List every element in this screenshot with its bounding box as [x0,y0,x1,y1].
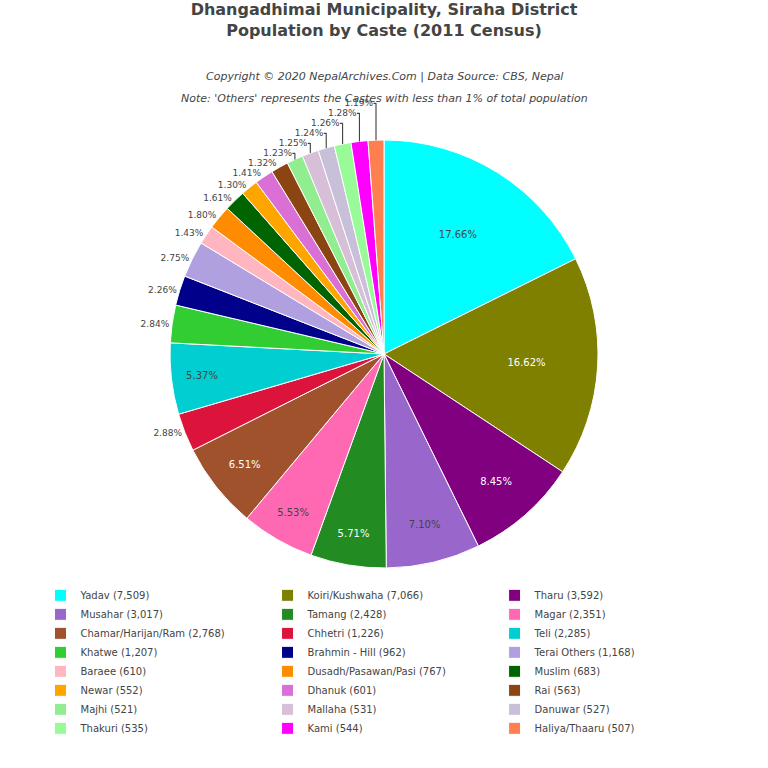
svg-text:Thakuri (535): Thakuri (535) [80,723,148,734]
svg-text:5.37%: 5.37% [186,370,218,381]
svg-text:8.45%: 8.45% [480,476,512,487]
svg-text:1.30%: 1.30% [218,180,247,190]
svg-text:Newar (552): Newar (552) [81,685,143,696]
svg-text:Magar (2,351): Magar (2,351) [535,609,606,620]
svg-text:Yadav (7,509): Yadav (7,509) [80,590,150,601]
svg-text:Majhi (521): Majhi (521) [81,704,138,715]
svg-text:Chhetri (1,226): Chhetri (1,226) [308,628,384,639]
svg-text:6.51%: 6.51% [229,459,261,470]
svg-text:Mallaha (531): Mallaha (531) [308,704,377,715]
svg-text:Musahar (3,017): Musahar (3,017) [81,609,164,620]
svg-text:1.24%: 1.24% [295,128,324,138]
svg-text:Brahmin - Hill (962): Brahmin - Hill (962) [308,647,406,658]
svg-text:Teli (2,285): Teli (2,285) [534,628,591,639]
svg-text:Rai (563): Rai (563) [535,685,581,696]
svg-text:1.41%: 1.41% [232,168,261,178]
svg-text:Dhangadhimai Municipality, Sir: Dhangadhimai Municipality, Siraha Distri… [191,0,578,40]
svg-text:Muslim (683): Muslim (683) [535,666,601,677]
svg-text:7.10%: 7.10% [409,519,441,530]
svg-text:Haliya/Thaaru (507): Haliya/Thaaru (507) [535,723,635,734]
svg-text:2.75%: 2.75% [161,253,190,263]
svg-text:1.26%: 1.26% [311,118,340,128]
svg-text:Tamang (2,428): Tamang (2,428) [307,609,387,620]
svg-text:1.28%: 1.28% [328,108,357,118]
svg-text:1.25%: 1.25% [279,138,308,148]
svg-text:Dhanuk (601): Dhanuk (601) [308,685,377,696]
svg-text:16.62%: 16.62% [507,357,545,368]
svg-text:Copyright © 2020 NepalArchives: Copyright © 2020 NepalArchives.Com | Dat… [206,70,563,83]
svg-text:2.88%: 2.88% [153,428,182,438]
svg-text:Khatwe (1,207): Khatwe (1,207) [81,647,158,658]
svg-text:1.32%: 1.32% [248,158,277,168]
svg-text:Baraee (610): Baraee (610) [81,666,147,677]
svg-text:Tharu (3,592): Tharu (3,592) [534,590,604,601]
svg-text:Dusadh/Pasawan/Pasi (767): Dusadh/Pasawan/Pasi (767) [308,666,446,677]
svg-text:Terai Others (1,168): Terai Others (1,168) [534,647,635,658]
svg-text:17.66%: 17.66% [439,229,477,240]
svg-text:2.26%: 2.26% [148,285,177,295]
svg-text:1.61%: 1.61% [203,193,232,203]
svg-text:1.43%: 1.43% [175,228,204,238]
svg-text:5.71%: 5.71% [338,528,370,539]
svg-text:5.53%: 5.53% [277,507,309,518]
svg-text:1.80%: 1.80% [188,210,217,220]
svg-text:Note: 'Others' represents the: Note: 'Others' represents the Castes wit… [181,92,588,105]
svg-text:1.23%: 1.23% [263,148,292,158]
svg-text:Danuwar (527): Danuwar (527) [535,704,610,715]
svg-text:2.84%: 2.84% [141,319,170,329]
svg-text:Koiri/Kushwaha (7,066): Koiri/Kushwaha (7,066) [308,590,424,601]
svg-text:1.19%: 1.19% [344,98,373,108]
svg-text:Chamar/Harijan/Ram (2,768): Chamar/Harijan/Ram (2,768) [81,628,225,639]
svg-text:Kami (544): Kami (544) [308,723,363,734]
